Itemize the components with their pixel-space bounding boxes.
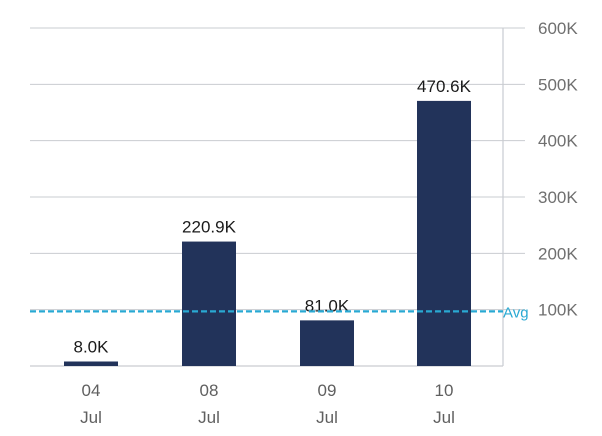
bar bbox=[300, 320, 354, 366]
data-label: 81.0K bbox=[305, 296, 350, 315]
y-tick-labels: 100K 200K 300K 400K 500K 600K bbox=[538, 19, 578, 320]
x-tick-label-day: 09 bbox=[318, 381, 337, 400]
x-tick-labels: 04 Jul 08 Jul 09 Jul 10 Jul bbox=[80, 381, 455, 427]
y-tick-label: 300K bbox=[538, 188, 578, 207]
average-label: Avg bbox=[503, 304, 529, 321]
y-tick-label: 400K bbox=[538, 132, 578, 151]
average-line-group: Avg bbox=[30, 304, 529, 321]
x-tick-label-day: 04 bbox=[82, 381, 101, 400]
y-tick-label: 100K bbox=[538, 301, 578, 320]
data-label: 220.9K bbox=[182, 218, 237, 237]
data-labels: 8.0K 220.9K 81.0K 470.6K bbox=[74, 77, 472, 357]
bars bbox=[64, 100, 471, 367]
x-tick-label-month: Jul bbox=[80, 408, 102, 427]
bar bbox=[64, 361, 118, 366]
y-tick-label: 200K bbox=[538, 244, 578, 263]
x-tick-label-day: 10 bbox=[435, 381, 454, 400]
data-label: 470.6K bbox=[417, 77, 472, 96]
data-label: 8.0K bbox=[74, 337, 110, 356]
x-tick-label-day: 08 bbox=[200, 381, 219, 400]
x-tick-label-month: Jul bbox=[198, 408, 220, 427]
x-tick-label-month: Jul bbox=[316, 408, 338, 427]
y-tick-label: 500K bbox=[538, 75, 578, 94]
x-tick-label-month: Jul bbox=[433, 408, 455, 427]
y-tick-label: 600K bbox=[538, 19, 578, 38]
bar bbox=[417, 100, 471, 367]
bar bbox=[182, 241, 236, 366]
